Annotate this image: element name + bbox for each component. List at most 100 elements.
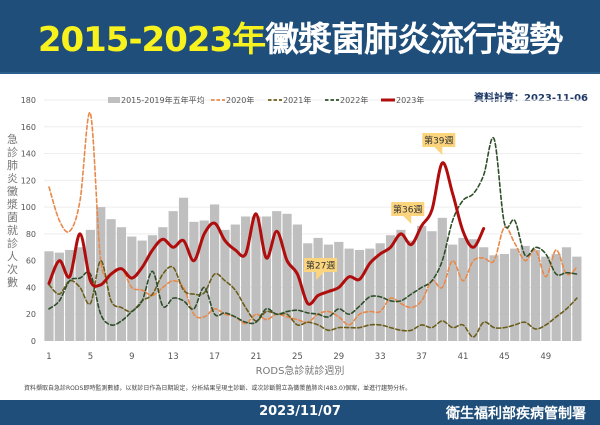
organization-name: 衛生福利部疾病管制署 [446,406,586,422]
bar-week-26 [303,243,313,341]
callout-week-27: 第27週 [304,258,338,280]
bar-week-33 [375,243,385,341]
bar-week-49 [541,256,551,341]
bar-week-47 [520,245,530,341]
line-series-2023年 [47,161,486,306]
x-tick-label: 41 [458,352,469,362]
calculation-date: 資料計算：2023-11-06 [474,93,588,104]
bar-week-4 [75,247,85,341]
x-tick-label: 9 [129,352,134,362]
bar-week-22 [261,216,271,341]
bar-week-6 [96,207,106,341]
header-banner: 2015-2023年黴漿菌肺炎流行趨勢 [0,0,600,74]
bar-week-9 [127,236,137,341]
bar-week-1 [44,251,54,341]
bar-week-35 [396,229,406,341]
bar-week-44 [489,255,499,341]
y-tick-label: 40 [26,283,36,292]
bar-week-25 [292,224,302,341]
bar-week-48 [530,249,541,341]
bar-week-2 [54,252,64,341]
callout-box [422,133,456,147]
callout-week-36: 第36週 [391,202,425,224]
page-title: 2015-2023年黴漿菌肺炎流行趨勢 [0,12,600,61]
y-tick-label: 0 [31,337,36,346]
callout-pointer [316,272,325,280]
bar-week-18 [220,229,230,341]
legend-item: 2015-2019年五年平均 [108,95,205,105]
bar-week-32 [365,248,375,341]
bar-week-15 [189,221,199,341]
y-tick-label: 100 [21,203,36,212]
callout-label: 第27週 [306,260,335,272]
y-tick-label: 20 [26,310,36,319]
chart: 0 20 40 60 80 100 120 140 160 180 1 5 9 13 17 21 25 29 33 3… [21,95,582,362]
bar-week-21 [251,216,261,341]
bar-week-51 [561,247,572,341]
legend-label: 2023年 [396,95,424,105]
callout-box [304,258,338,272]
bar-week-20 [241,216,251,341]
bar-week-24 [282,213,292,341]
bar-week-19 [230,224,240,341]
title-topic: 黴漿菌肺炎流行趨勢 [265,20,563,60]
legend-label: 2021年 [283,95,311,105]
legend-label: 2015-2019年五年平均 [121,95,205,105]
y-tick-label: 160 [21,123,36,132]
bar-week-17 [210,204,220,341]
y-tick-label: 140 [21,150,36,159]
y-tick-label: 80 [26,230,36,239]
bar-week-43 [479,247,489,341]
bar-week-34 [385,235,396,341]
callout-label: 第36週 [393,204,422,216]
bar-week-13 [168,211,178,341]
publish-date: 2023/11/07 [259,404,341,419]
footer-banner: 2023/11/07 衛生福利部疾病管制署 [0,400,600,425]
bar-week-12 [158,227,168,341]
bar-week-31 [354,249,365,341]
y-tick-label: 120 [21,176,36,185]
line-series-2020年 [48,111,578,326]
y-axis-title: 急診肺炎黴漿菌就診人次數 [7,133,18,289]
x-tick-label: 1 [46,352,51,362]
bar-week-41 [458,237,468,341]
x-tick-label: 17 [209,352,220,362]
y-tick-label: 180 [21,96,36,105]
x-tick-label: 37 [416,352,427,362]
y-tick-label: 60 [26,257,36,266]
bar-week-29 [334,241,344,341]
title-years: 2015-2023年 [37,20,266,60]
bar-week-16 [199,220,209,341]
callout-label: 第39週 [424,135,453,147]
bar-week-14 [178,197,189,341]
callout-week-39: 第39週 [422,133,456,155]
bar-week-27 [313,237,323,341]
bar-week-8 [116,227,127,341]
x-tick-label: 33 [375,352,386,362]
x-axis-title: RODS急診就診週別 [255,366,345,377]
bar-week-36 [406,240,416,341]
bar-week-3 [65,249,75,341]
bar-week-38 [427,231,437,341]
bar-week-42 [468,239,478,341]
callout-box [391,202,425,216]
x-tick-label: 21 [251,352,262,362]
bar-week-11 [147,235,158,341]
legend-label: 2020年 [226,95,254,105]
bar-week-50 [551,253,561,341]
callout-pointer [403,216,412,224]
legend-swatch [108,97,120,103]
callout-pointer [434,147,443,155]
bar-week-37 [417,225,427,341]
bar-week-46 [510,248,520,341]
bar-week-7 [106,219,116,341]
footnote: 資料擷取自急診RODS即時監測數據，以就診日作為日期設定，分析結果呈現主診斷、或… [24,385,412,392]
legend-item: 2021年 [268,95,311,105]
bar-week-23 [272,211,282,341]
x-tick-label: 5 [88,352,93,362]
legend-item: 2020年 [211,95,254,105]
bar-week-30 [344,248,354,341]
x-tick-label: 49 [540,352,551,362]
x-tick-label: 25 [292,352,303,362]
x-tick-label: 45 [499,352,510,362]
